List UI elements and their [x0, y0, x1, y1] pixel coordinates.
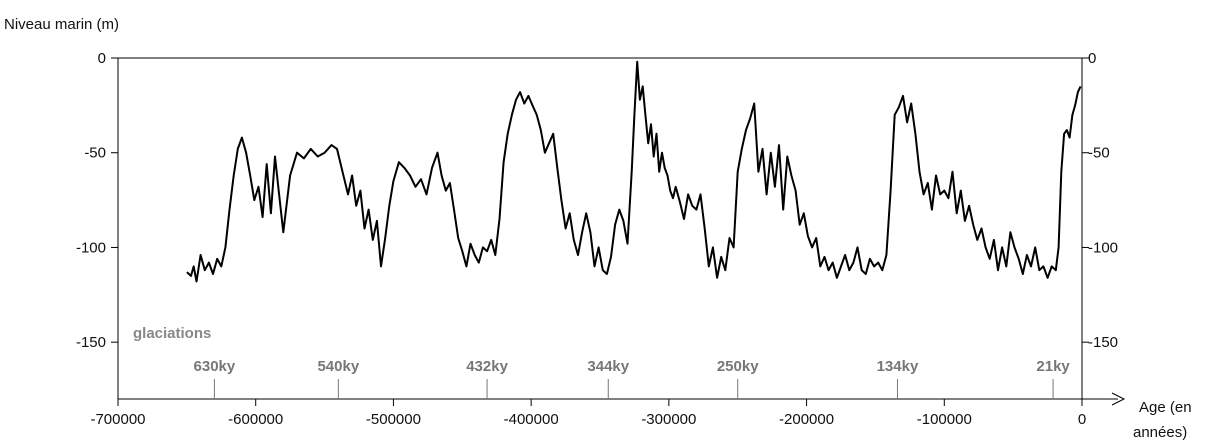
- glaciation-marker-label: 630ky: [194, 358, 236, 375]
- y-tick-label-right: 0: [1088, 50, 1096, 67]
- sea-level-series-line: [186, 60, 1082, 283]
- x-axis-title-line2: années): [1133, 424, 1187, 441]
- y-tick-label-right: -150: [1088, 334, 1118, 351]
- x-axis-ticks: -700000 -600000 -500000 -400000 -300000 -2000…: [90, 399, 1086, 428]
- y-tick-label-left: -50: [84, 145, 106, 162]
- y-tick-label-right: -100: [1088, 239, 1118, 256]
- x-axis-title-line1: Age (en: [1139, 399, 1192, 416]
- plot-frame: [117, 57, 1126, 406]
- x-tick-label: 0: [1078, 411, 1086, 428]
- y-tick-label-left: -150: [76, 334, 106, 351]
- x-tick-label: -700000: [90, 411, 145, 428]
- y-tick-label-left: -100: [76, 239, 106, 256]
- x-tick-label: -400000: [504, 411, 559, 428]
- glaciation-marker-label: 432ky: [466, 358, 508, 375]
- x-tick-label: -200000: [779, 411, 834, 428]
- y-axis-title: Niveau marin (m): [4, 16, 119, 33]
- x-tick-label: -100000: [917, 411, 972, 428]
- glaciations-title: glaciations: [133, 325, 211, 342]
- glaciation-marker-label: 540ky: [317, 358, 359, 375]
- glaciation-marker-label: 250ky: [717, 358, 759, 375]
- x-tick-label: -600000: [228, 411, 283, 428]
- y-tick-label-left: 0: [98, 50, 106, 67]
- y-tick-label-right: -50: [1088, 145, 1110, 162]
- x-axis-arrowhead: [1111, 392, 1126, 406]
- glaciation-markers: 630ky 540ky 432ky 344ky 250ky 134ky 21ky: [194, 358, 1070, 399]
- glaciation-marker-label: 344ky: [587, 358, 629, 375]
- y-axis-ticks: 0 0 -50 -50 -100 -100 -150 -150: [76, 50, 1118, 351]
- x-tick-label: -300000: [641, 411, 696, 428]
- glaciation-marker-label: 21ky: [1036, 358, 1070, 375]
- glaciation-marker-label: 134ky: [877, 358, 919, 375]
- x-tick-label: -500000: [366, 411, 421, 428]
